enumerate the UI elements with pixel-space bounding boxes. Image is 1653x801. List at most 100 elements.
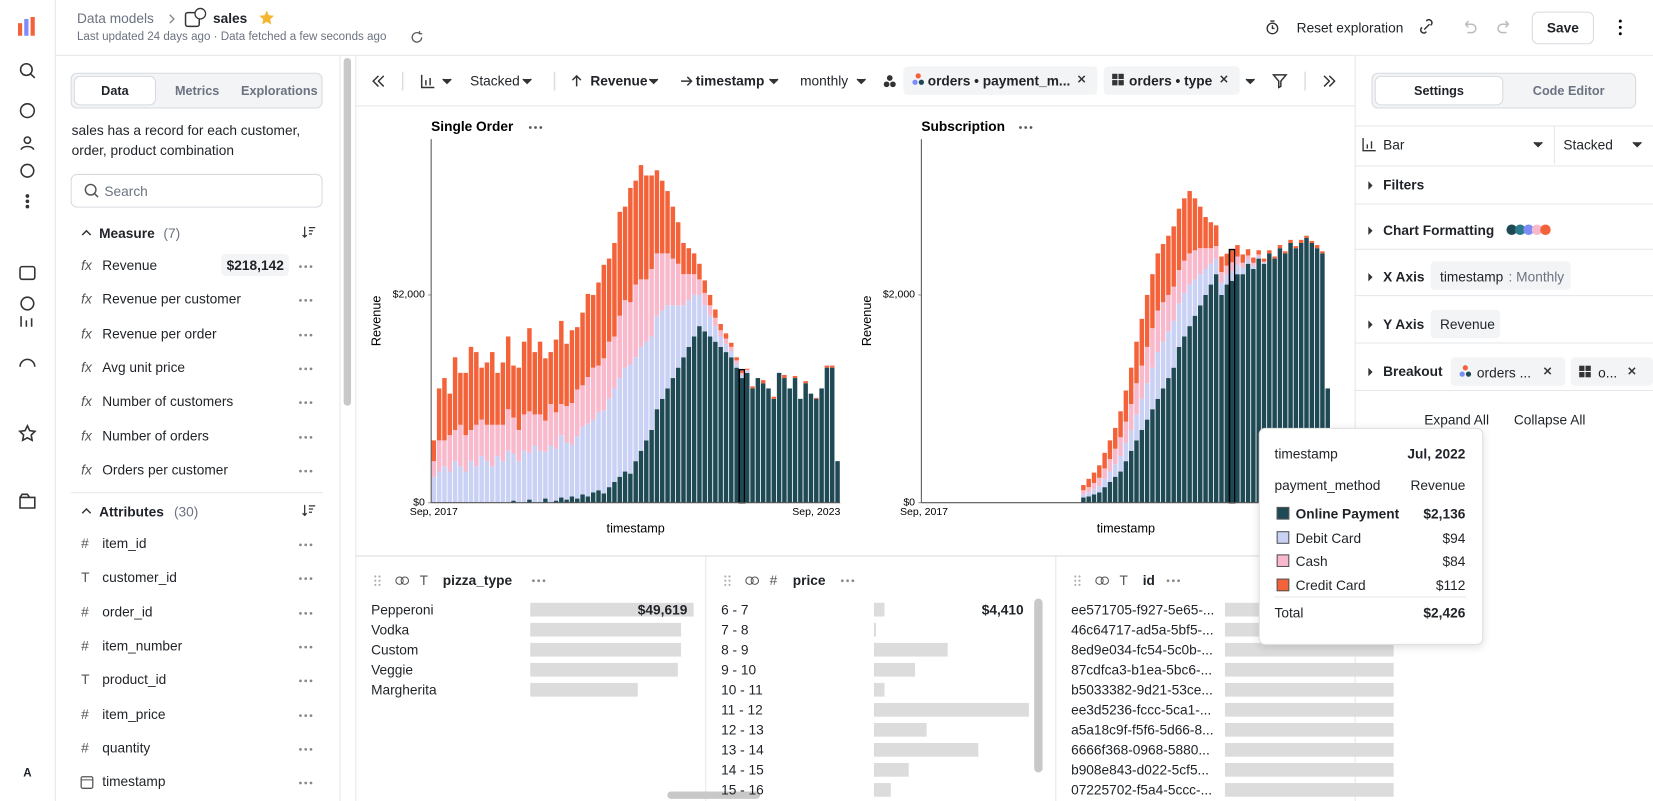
section-title[interactable]: X Axis: [1383, 268, 1425, 285]
rail-icons[interactable]: [18, 61, 37, 335]
more[interactable]: [298, 577, 313, 581]
header-icons[interactable]: [1418, 18, 1481, 36]
more[interactable]: [298, 435, 313, 439]
refresh[interactable]: [410, 31, 424, 45]
collapse-all[interactable]: Collapse All: [1513, 412, 1586, 428]
more[interactable]: [298, 679, 313, 683]
chip[interactable]: [1570, 357, 1653, 386]
row-label[interactable]: 15 - 16: [721, 781, 764, 798]
measure-name[interactable]: Orders per customer: [102, 461, 228, 478]
attribute-name[interactable]: item_price: [102, 705, 166, 722]
collapse-caret[interactable]: [80, 227, 93, 240]
row-label[interactable]: Vodka: [371, 621, 410, 638]
section-title[interactable]: Y Axis: [1383, 316, 1425, 332]
select-icons[interactable]: [1362, 137, 1647, 152]
panel-scrollbar[interactable]: [1034, 598, 1043, 773]
breakout-chip[interactable]: [903, 66, 1098, 95]
h-scrollbar[interactable]: [667, 791, 761, 799]
row-label[interactable]: 6666f368-0968-5880...: [1071, 741, 1210, 758]
kebab[interactable]: [1616, 19, 1624, 36]
row-label[interactable]: 13 - 14: [721, 741, 764, 758]
row-label[interactable]: 6 - 7: [721, 601, 749, 618]
row-label[interactable]: Custom: [371, 641, 419, 658]
row-label[interactable]: b5033382-9d21-53ce...: [1071, 681, 1213, 698]
more[interactable]: [531, 579, 546, 583]
row-label[interactable]: 12 - 13: [721, 721, 764, 738]
display-select[interactable]: Stacked: [1563, 137, 1613, 153]
rail-icons-lower[interactable]: [18, 356, 37, 514]
row-label[interactable]: Pepperoni: [371, 601, 434, 618]
sort-icons[interactable]: [302, 224, 317, 521]
tab[interactable]: Data: [101, 83, 129, 99]
attribute-name[interactable]: customer_id: [102, 569, 177, 586]
attribute-name[interactable]: quantity: [102, 739, 151, 756]
measure-name[interactable]: Avg unit price: [102, 359, 186, 376]
row-label[interactable]: Veggie: [371, 661, 413, 678]
row-label[interactable]: 07225702-f5a4-5ccc-...: [1071, 781, 1213, 798]
more[interactable]: [298, 333, 313, 337]
more[interactable]: [298, 469, 313, 473]
toolbar-icons[interactable]: [369, 70, 1355, 93]
tab[interactable]: Metrics: [174, 83, 220, 99]
panel-title[interactable]: pizza_type: [442, 572, 513, 589]
more[interactable]: [298, 713, 313, 717]
attribute-name[interactable]: order_id: [102, 603, 153, 620]
row-label[interactable]: 46c64717-ad5a-5bf5-...: [1071, 621, 1214, 638]
avatar[interactable]: A: [23, 767, 32, 780]
tab[interactable]: Code Editor: [1532, 83, 1605, 99]
panel-icons[interactable]: [1074, 573, 1112, 588]
more[interactable]: [298, 645, 313, 649]
redo[interactable]: [1495, 19, 1514, 36]
tab[interactable]: Explorations: [241, 83, 318, 99]
row-label[interactable]: 10 - 11: [721, 681, 763, 698]
reset-button[interactable]: Reset exploration: [1296, 20, 1404, 36]
expand-all[interactable]: Expand All: [1424, 412, 1489, 428]
attribute-name[interactable]: item_number: [102, 637, 183, 654]
attribute-name[interactable]: product_id: [102, 671, 167, 688]
expand-caret[interactable]: [1366, 272, 1374, 283]
scroll-thumb[interactable]: [343, 57, 352, 406]
attribute-name[interactable]: item_id: [102, 535, 147, 552]
row-label[interactable]: 8 - 9: [721, 641, 749, 658]
panel-title[interactable]: id: [1142, 572, 1155, 589]
more[interactable]: [1166, 579, 1181, 583]
row-label[interactable]: 9 - 10: [721, 661, 757, 678]
panel-icons[interactable]: [724, 573, 762, 588]
row-label[interactable]: Margherita: [371, 681, 437, 698]
panel-title[interactable]: price: [792, 572, 826, 589]
more[interactable]: [298, 781, 313, 785]
expand-caret[interactable]: [1366, 319, 1374, 330]
search-box[interactable]: [70, 173, 323, 208]
dimension-select[interactable]: timestamp: [695, 72, 765, 89]
expand-caret[interactable]: [1366, 226, 1374, 237]
panel-icons[interactable]: [374, 573, 412, 588]
breakout-label[interactable]: orders • payment_m...: [927, 72, 1071, 89]
measure-name[interactable]: Revenue per customer: [102, 291, 241, 307]
row-label[interactable]: 11 - 12: [721, 701, 763, 718]
breakout-icons[interactable]: [1457, 364, 1653, 381]
chip-icons[interactable]: [910, 72, 1237, 89]
collapse-caret[interactable]: [80, 505, 93, 518]
save-button[interactable]: Save: [1531, 11, 1594, 45]
row-label[interactable]: ee3d5236-fccc-5ca1-...: [1071, 701, 1212, 718]
measure-name[interactable]: Number of customers: [102, 393, 234, 410]
expand-caret[interactable]: [1366, 180, 1374, 191]
tab[interactable]: Settings: [1414, 83, 1464, 99]
breadcrumb[interactable]: Data models: [76, 10, 154, 27]
row-label[interactable]: a5a18c9f-f5f6-5d66-8...: [1071, 721, 1214, 738]
grain-select[interactable]: monthly: [800, 72, 849, 89]
more[interactable]: [840, 579, 855, 583]
attribute-name[interactable]: timestamp: [102, 773, 166, 790]
measure-name[interactable]: Revenue: [102, 257, 158, 273]
breakout-chip[interactable]: [1103, 66, 1240, 95]
chip[interactable]: [1430, 309, 1501, 339]
chip[interactable]: [1430, 261, 1571, 290]
expand-caret[interactable]: [1366, 367, 1374, 378]
measure-name[interactable]: Revenue per order: [102, 325, 217, 342]
more[interactable]: [298, 747, 313, 751]
more[interactable]: [298, 611, 313, 615]
more[interactable]: [298, 401, 313, 405]
breakout-label[interactable]: orders • type: [1129, 72, 1213, 89]
section-title[interactable]: Breakout: [1383, 363, 1443, 380]
row-label[interactable]: 14 - 15: [721, 761, 764, 778]
